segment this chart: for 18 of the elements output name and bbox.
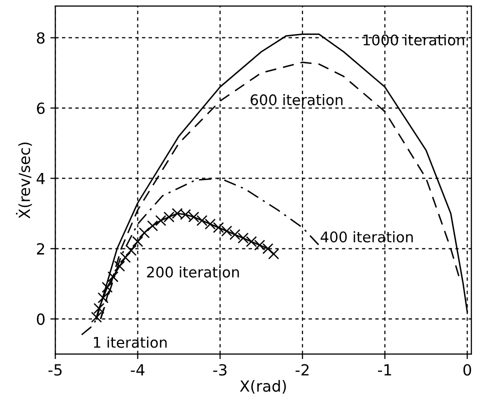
annotation: 600 iteration — [250, 94, 342, 106]
x-tick-label: -2 — [296, 364, 309, 376]
annotation: 1000 iteration — [364, 34, 464, 46]
y-tick-label: 4 — [36, 173, 45, 184]
annotation: 1 iteration — [94, 336, 167, 348]
annotation: 200 iteration — [147, 266, 239, 278]
x-tick-label: -1 — [378, 364, 392, 376]
x-axis-title: X(rad) — [240, 380, 286, 394]
y-tick-label: 8 — [36, 32, 45, 44]
x-tick-label: 0 — [463, 364, 472, 376]
y-tick-label: 0 — [36, 313, 45, 325]
x-tick-label: -5 — [48, 364, 62, 376]
y-tick-label: 6 — [36, 102, 45, 114]
x-tick-label: -3 — [213, 364, 226, 376]
annotation: 400 iteration — [320, 231, 413, 242]
y-tick-label: 2 — [36, 243, 44, 254]
x-tick-label: -4 — [130, 364, 144, 376]
y-axis-title: Ẋ(rev/sec) — [16, 142, 32, 218]
